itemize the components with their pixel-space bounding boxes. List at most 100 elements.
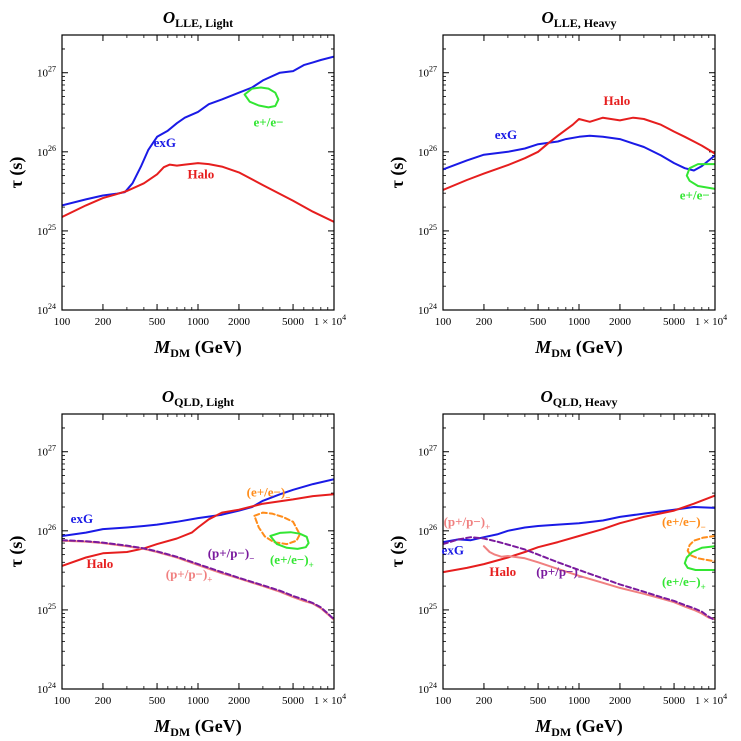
y-tick-label: 1026 [418,144,437,159]
y-axis-label: τ (s) [387,157,408,189]
x-tick-label: 2000 [228,695,251,707]
chart-panel-3: OQLD, Light 100 200 500 1000 2000 5000 1 × 104 1… [6,387,346,739]
x-tick-label: 2000 [228,316,251,328]
plot-frame [61,413,335,690]
chart-panel-4: OQLD, Heavy 100 200 500 1000 2000 5000 1 × 104 1… [387,387,727,739]
series-line-halo [62,162,334,223]
series-annotation: Halo [489,564,516,579]
x-tick-label: 5000 [282,316,305,328]
x-tick-label: 1000 [568,695,591,707]
series-annotation: Halo [87,556,114,571]
y-tick-label: 1027 [37,444,56,459]
x-tick-label: 500 [149,316,166,328]
chart-title: OLLE, Light [163,8,233,30]
series-layer [443,116,715,191]
y-tick-label: 1027 [418,444,437,459]
x-tick-label: 200 [476,316,493,328]
x-tick-label: 5000 [282,695,305,707]
series-annotation: Halo [188,166,215,181]
series-line-p-p [443,536,715,622]
y-axis-label: τ (s) [387,536,408,568]
x-tick-label: 1 × 104 [314,313,346,328]
x-tick-label: 2000 [609,695,632,707]
x-tick-label: 5000 [663,316,686,328]
y-tick-label: 1025 [37,602,56,617]
series-annotation: e+/e− [254,114,284,129]
plot-frame [442,413,716,690]
series-line-p-p [62,539,334,621]
series-line-halo [443,116,715,191]
series-line-e-e [683,545,715,571]
x-axis-label: MDM (GeV) [534,337,623,360]
y-tick-label: 1024 [37,681,56,696]
x-tick-label: 1 × 104 [695,692,727,707]
x-axis-label: MDM (GeV) [153,716,242,739]
series-annotation: exG [495,127,517,142]
x-tick-label: 2000 [609,316,632,328]
series-line-e-e [685,163,715,190]
y-axis-label: τ (s) [6,536,27,568]
x-tick-label: 100 [54,316,71,328]
series-line-halo [62,493,334,567]
y-tick-label: 1026 [37,144,56,159]
series-annotation: (p+/p−)− [208,545,255,563]
series-line-halo [443,494,715,574]
x-tick-label: 1000 [187,695,210,707]
y-tick-label: 1025 [418,602,437,617]
x-tick-label: 500 [530,316,547,328]
plot-frame [442,34,716,311]
chart-title: OQLD, Light [162,387,234,409]
y-tick-label: 1027 [37,65,56,80]
y-tick-label: 1024 [418,302,437,317]
x-tick-label: 1000 [568,316,591,328]
series-annotation: Halo [604,93,631,108]
y-tick-label: 1026 [418,523,437,538]
plot-frame [61,34,335,311]
series-annotation: (e+/e−)− [662,514,706,532]
x-tick-label: 5000 [663,695,686,707]
series-annotation: exG [154,135,176,150]
x-tick-label: 500 [530,695,547,707]
series-annotation: (e+/e−)− [247,485,291,503]
x-tick-label: 100 [435,316,452,328]
series-line-e-e [253,511,301,546]
series-annotation: (p+/p−)+ [166,566,213,584]
series-line-exg [62,55,334,207]
x-tick-label: 500 [149,695,166,707]
series-annotation: (e+/e−)+ [270,552,314,570]
chart-panel-1: OLLE, Light 100 200 500 1000 2000 5000 1 × 104 1… [6,8,346,360]
series-annotation: (p+/p−)− [536,564,583,582]
series-annotation: (e+/e−)+ [662,574,706,592]
chart-title: OLLE, Heavy [542,8,617,30]
series-line-p-p [482,545,715,621]
chart-title: OQLD, Heavy [541,387,618,409]
series-annotation: (p+/p−)+ [444,514,491,532]
x-tick-label: 100 [435,695,452,707]
series-annotation: e+/e− [680,187,710,202]
series-annotation: exG [442,543,464,558]
series-line-exg [443,134,715,172]
x-tick-label: 1 × 104 [695,313,727,328]
series-layer [62,478,334,621]
y-tick-label: 1024 [37,302,56,317]
series-line-e-e [243,86,280,109]
y-tick-label: 1027 [418,65,437,80]
series-line-exg [62,478,334,537]
x-tick-label: 100 [54,695,71,707]
chart-panel-2: OLLE, Heavy 100 200 500 1000 2000 5000 1 × 104 1… [387,8,727,360]
series-line-e-e [686,535,715,563]
y-tick-label: 1026 [37,523,56,538]
y-axis-label: τ (s) [6,157,27,189]
series-line-e-e [269,531,310,550]
x-tick-label: 1 × 104 [314,692,346,707]
x-tick-label: 200 [476,695,493,707]
y-tick-label: 1025 [37,223,56,238]
x-axis-label: MDM (GeV) [153,337,242,360]
x-axis-label: MDM (GeV) [534,716,623,739]
series-layer [62,55,334,223]
y-tick-label: 1025 [418,223,437,238]
x-tick-label: 200 [95,695,112,707]
y-tick-label: 1024 [418,681,437,696]
series-annotation: exG [71,511,93,526]
